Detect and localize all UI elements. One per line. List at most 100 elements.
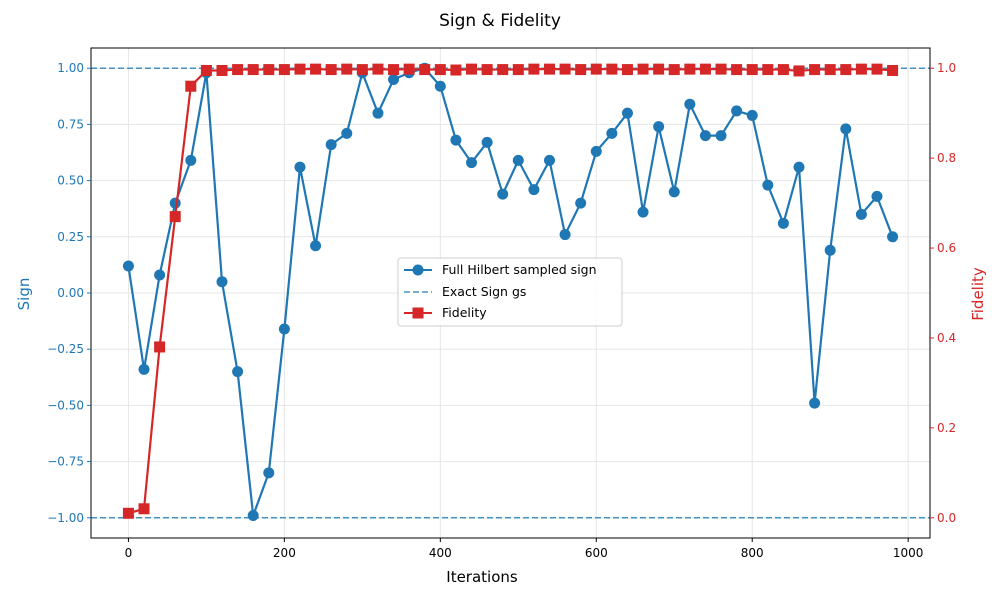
y-left-tick-label: 1.00 [57, 61, 84, 75]
reference-lines [91, 67, 930, 519]
fidelity-point [294, 63, 306, 75]
fidelity-point [481, 64, 493, 76]
sign-point [699, 130, 711, 142]
fidelity-point [450, 64, 462, 76]
fidelity-point [668, 64, 680, 76]
x-tick-label: 0 [125, 546, 133, 560]
sign-point [528, 184, 540, 196]
fidelity-point [403, 63, 415, 75]
fidelity-point [746, 64, 758, 76]
sign-point [637, 206, 649, 218]
legend-fidelity-marker [412, 307, 424, 319]
series-sign [122, 62, 899, 522]
y-left-tick-label: −1.00 [47, 511, 84, 525]
sign-point [824, 244, 836, 256]
fidelity-point [715, 63, 727, 75]
fidelity-point [154, 341, 166, 353]
sign-point [434, 80, 446, 92]
sign-point [731, 105, 743, 117]
sign-point [512, 154, 524, 166]
sign-point [855, 208, 867, 220]
sign-point [809, 397, 821, 409]
sign-point [232, 366, 244, 378]
fidelity-point [512, 64, 524, 76]
legend-fidelity-label: Fidelity [442, 305, 487, 320]
sign-point [169, 197, 181, 209]
sign-point [559, 229, 571, 241]
sign-point [840, 123, 852, 135]
fidelity-point [762, 64, 774, 76]
sign-point [310, 240, 322, 252]
series-fidelity [122, 63, 899, 519]
x-axis-label: Iterations [446, 568, 518, 586]
fidelity-point [466, 63, 478, 75]
sign-point [606, 127, 618, 139]
fidelity-point [653, 63, 665, 75]
sign-point [372, 107, 384, 119]
y-right-tick-label: 0.8 [937, 151, 956, 165]
y-left-tick-label: 0.50 [57, 174, 84, 188]
fidelity-point [356, 64, 368, 76]
fidelity-point [855, 63, 867, 75]
fidelity-point [528, 63, 540, 75]
x-tick-label: 800 [741, 546, 764, 560]
y-left-tick-label: 0.00 [57, 286, 84, 300]
sign-point [388, 73, 400, 85]
x-axis: 0 200 400 600 800 1000 [125, 538, 924, 560]
fidelity-point [497, 64, 509, 76]
y-right-tick-label: 1.0 [937, 61, 956, 75]
x-tick-label: 400 [429, 546, 452, 560]
sign-point [590, 145, 602, 157]
y-left-tick-label: −0.75 [47, 455, 84, 469]
sign-line [127, 67, 894, 517]
sign-point [341, 127, 353, 139]
fidelity-point [887, 64, 899, 76]
fidelity-point [232, 64, 244, 76]
fidelity-point [310, 63, 322, 75]
fidelity-point [388, 64, 400, 76]
fidelity-point [200, 64, 212, 76]
fidelity-point [699, 63, 711, 75]
legend-sign-marker [412, 264, 424, 276]
y-axis-right-label: Fidelity [969, 267, 987, 321]
sign-point [263, 467, 275, 479]
y-axis-right: 0.0 0.2 0.4 0.6 0.8 1.0 [930, 61, 956, 525]
fidelity-point [216, 64, 228, 76]
sign-point [543, 154, 555, 166]
y-left-tick-label: 0.25 [57, 230, 84, 244]
fidelity-point [263, 64, 275, 76]
fidelity-point [341, 63, 353, 75]
y-right-tick-label: 0.4 [937, 331, 956, 345]
fidelity-point [247, 64, 259, 76]
fidelity-point [809, 64, 821, 76]
fidelity-point [559, 63, 571, 75]
fidelity-point [185, 80, 197, 92]
sign-point [668, 186, 680, 198]
sign-point [684, 98, 696, 110]
y-axis-left: −1.00 −0.75 −0.50 −0.25 0.00 0.25 0.50 0.75 1.00 [47, 61, 91, 525]
fidelity-point [325, 64, 337, 76]
sign-point [871, 190, 883, 202]
sign-point [762, 179, 774, 191]
fidelity-point [434, 64, 446, 76]
fidelity-point [793, 65, 805, 77]
sign-point [575, 197, 587, 209]
sign-point [325, 139, 337, 151]
fidelity-point [871, 63, 883, 75]
y-left-tick-label: 0.75 [57, 117, 84, 131]
sign-point [481, 136, 493, 148]
fidelity-point [169, 211, 181, 223]
sign-point [777, 217, 789, 229]
fidelity-point [777, 64, 789, 76]
fidelity-point [731, 64, 743, 76]
legend-exact-label: Exact Sign gs [442, 284, 526, 299]
y-left-tick-label: −0.25 [47, 342, 84, 356]
sign-point [746, 109, 758, 121]
sign-point [450, 134, 462, 146]
sign-point [122, 260, 134, 272]
fidelity-point [840, 64, 852, 76]
fidelity-point [419, 64, 431, 76]
x-tick-label: 1000 [893, 546, 924, 560]
sign-point [247, 510, 259, 522]
